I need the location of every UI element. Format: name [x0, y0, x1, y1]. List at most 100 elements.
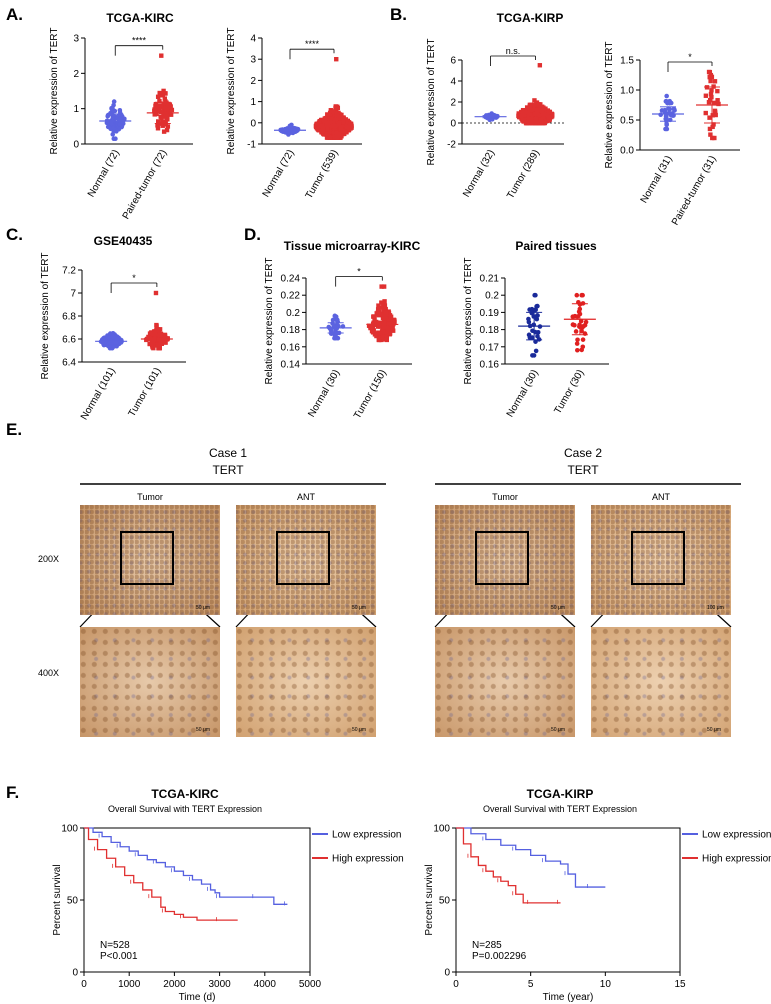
x-tick-label: 5000 [299, 979, 322, 990]
data-point [531, 103, 536, 108]
ihc-micrograph [591, 505, 731, 615]
data-point [152, 107, 157, 112]
data-point [520, 110, 526, 115]
scale-bar-label: 50 μm [352, 727, 366, 733]
panel-label-b: B. [390, 5, 407, 24]
data-point [580, 337, 586, 342]
x-tick-label: 10 [600, 979, 612, 990]
data-point [535, 303, 540, 309]
data-point [380, 334, 385, 340]
ihc-micrograph [80, 505, 220, 615]
data-point [526, 316, 531, 322]
data-point [526, 106, 532, 111]
data-point [527, 307, 532, 312]
data-point [535, 330, 541, 335]
y-axis-label: Relative expression of TERT [49, 28, 60, 155]
column-label: ANT [652, 492, 671, 502]
data-point [168, 109, 173, 114]
legend-label: High expression [332, 854, 404, 865]
y-tick-label: 4 [250, 34, 256, 45]
data-point [328, 331, 334, 336]
data-point [341, 119, 346, 125]
y-axis-label: Percent survival [424, 864, 435, 935]
data-point [707, 69, 713, 75]
chart-title: TCGA-KIRC [106, 11, 174, 25]
data-point [117, 116, 123, 122]
y-tick-label: 6.4 [62, 358, 76, 369]
y-tick-label: 0 [450, 119, 456, 130]
x-tick-label: 2000 [163, 979, 186, 990]
y-tick-label: 0.0 [620, 146, 634, 157]
data-point [328, 328, 334, 333]
data-point [538, 117, 544, 123]
data-point [533, 339, 538, 344]
legend-label: Low expression [332, 830, 401, 841]
x-axis-label: Time (year) [543, 992, 594, 1003]
data-point [672, 108, 677, 113]
data-point [105, 113, 111, 119]
data-point [373, 319, 379, 325]
chart-d2: Paired tissues 0.16 0.17 0.18 0.19 0.2 0.21 Rel… [463, 239, 609, 419]
data-point [372, 316, 377, 322]
data-point [324, 120, 330, 125]
x-tick-label: 4000 [254, 979, 277, 990]
chart-title: Tissue microarray-KIRC [284, 239, 421, 253]
data-point [533, 120, 538, 126]
data-point [332, 333, 338, 339]
data-point [156, 346, 161, 351]
series-line-0 [84, 827, 288, 905]
data-point [153, 343, 158, 348]
y-tick-label: 0 [72, 968, 78, 979]
data-point [535, 313, 540, 318]
x-tick-label: 0 [453, 979, 459, 990]
y-tick-label: 0.22 [281, 291, 301, 302]
data-point [703, 93, 709, 98]
chart-a2: -1 0 1 2 3 4 Relative expression of TERT Normal… [226, 28, 362, 201]
group-1: Tumor (539) [304, 57, 354, 201]
scale-bar-label: 100 μm [707, 605, 724, 611]
data-point [529, 310, 535, 316]
group-1: Paired-tumor (72) [121, 53, 179, 221]
data-point [382, 299, 387, 304]
y-tick-label: -1 [247, 140, 256, 151]
y-tick-label: 0.19 [480, 308, 500, 319]
data-point [541, 112, 546, 117]
data-point [324, 131, 330, 137]
x-tick-label: 5 [528, 979, 534, 990]
group-1: Tumor (150) [352, 284, 399, 421]
zoom-region-box [631, 531, 685, 585]
data-point [710, 124, 715, 130]
data-point [162, 113, 167, 119]
data-point [573, 329, 579, 334]
data-point [575, 347, 580, 353]
data-point [658, 112, 663, 118]
x-tick-label: 0 [81, 979, 87, 990]
chart-c1: GSE40435 6.4 6.6 6.8 7 7.2 Relative expression… [40, 234, 186, 422]
y-tick-label: 50 [439, 896, 451, 907]
data-point [117, 107, 123, 113]
chart-subtitle: Overall Survival with TERT Expression [483, 804, 637, 814]
ihc-micrograph [236, 627, 376, 737]
scale-bar-label: 50 μm [551, 727, 565, 733]
data-point [382, 324, 387, 330]
data-point [384, 336, 389, 341]
significance-label: n.s. [506, 46, 521, 56]
category-label: Normal (32) [461, 148, 497, 199]
group-1: Tumor (101) [127, 290, 173, 419]
significance-label: **** [132, 36, 147, 46]
data-point [388, 318, 393, 323]
chart-title: TCGA-KIRC [151, 787, 219, 801]
data-point [664, 93, 669, 99]
data-point [320, 127, 326, 132]
data-point [581, 323, 586, 329]
chart-title: GSE40435 [94, 234, 153, 248]
data-point [580, 292, 585, 298]
data-point [328, 135, 333, 140]
y-axis-label: Relative expression of TERT [264, 258, 275, 385]
data-point [322, 116, 328, 121]
data-point [377, 333, 382, 339]
data-point [314, 125, 320, 131]
y-tick-label: 50 [67, 896, 79, 907]
y-tick-label: 3 [73, 34, 79, 45]
data-point [533, 348, 539, 354]
